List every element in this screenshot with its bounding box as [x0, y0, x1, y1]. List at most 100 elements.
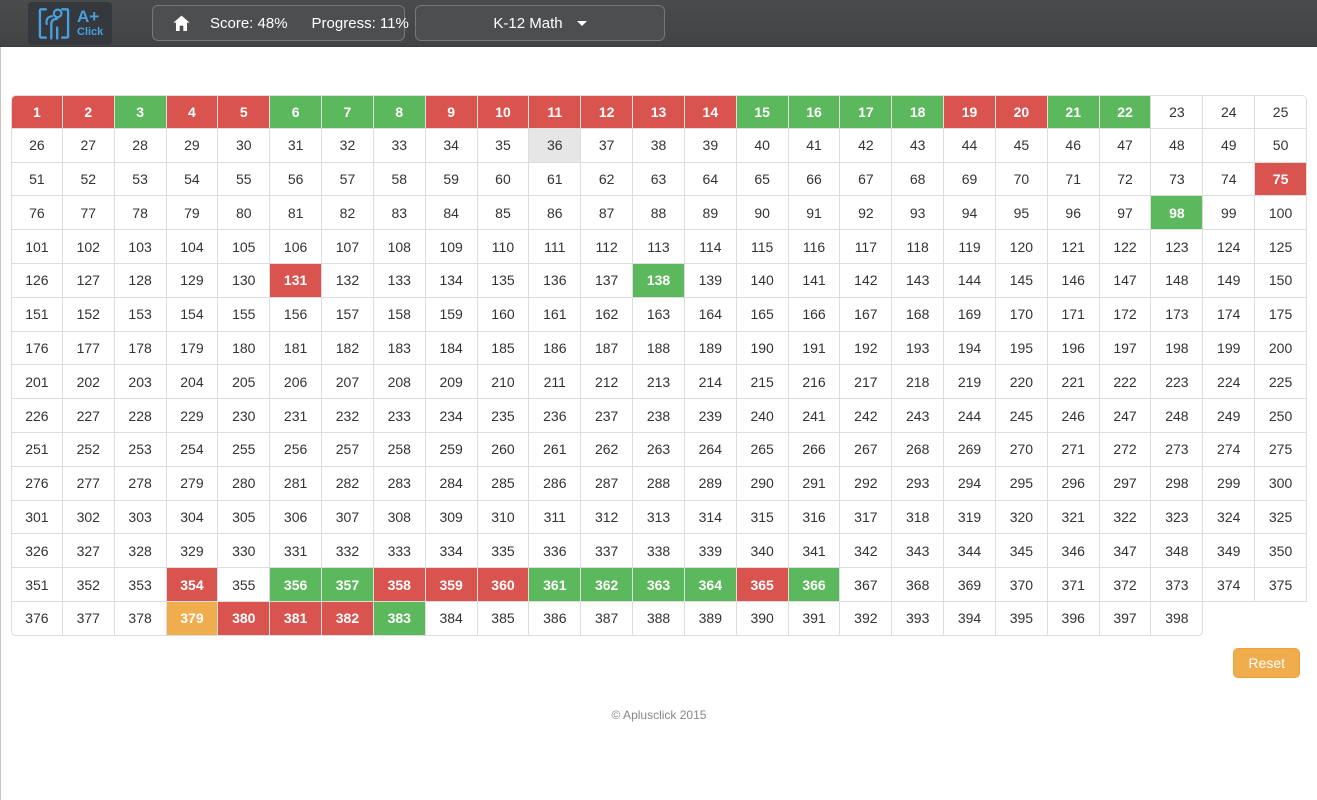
grid-cell-252[interactable]: 252	[62, 432, 115, 467]
grid-cell-290[interactable]: 290	[736, 466, 789, 501]
grid-cell-107[interactable]: 107	[322, 230, 374, 264]
grid-cell-161[interactable]: 161	[529, 297, 582, 332]
grid-cell-141[interactable]: 141	[788, 263, 841, 298]
grid-cell-21[interactable]: 21	[1047, 95, 1100, 129]
grid-cell-36[interactable]: 36	[529, 128, 582, 163]
grid-cell-116[interactable]: 116	[788, 230, 841, 264]
grid-cell-171[interactable]: 171	[1047, 297, 1100, 332]
grid-cell-251[interactable]: 251	[11, 432, 63, 467]
grid-cell-40[interactable]: 40	[736, 128, 789, 163]
grid-cell-134[interactable]: 134	[425, 263, 478, 298]
grid-cell-129[interactable]: 129	[166, 263, 219, 298]
grid-cell-298[interactable]: 298	[1151, 466, 1204, 501]
grid-cell-215[interactable]: 215	[736, 365, 789, 400]
grid-cell-380[interactable]: 380	[218, 601, 271, 636]
grid-cell-195[interactable]: 195	[995, 331, 1048, 366]
grid-cell-162[interactable]: 162	[581, 297, 634, 332]
grid-cell-277[interactable]: 277	[62, 466, 115, 501]
grid-cell-364[interactable]: 364	[684, 568, 737, 602]
grid-cell-286[interactable]: 286	[529, 466, 582, 501]
grid-cell-257[interactable]: 257	[322, 432, 374, 467]
grid-cell-303[interactable]: 303	[114, 500, 167, 535]
grid-cell-55[interactable]: 55	[218, 162, 271, 197]
grid-cell-333[interactable]: 333	[373, 534, 426, 569]
grid-cell-247[interactable]: 247	[1099, 399, 1152, 433]
grid-cell-132[interactable]: 132	[322, 263, 374, 298]
grid-cell-235[interactable]: 235	[477, 399, 530, 433]
grid-cell-324[interactable]: 324	[1203, 500, 1256, 535]
grid-cell-390[interactable]: 390	[736, 601, 789, 636]
grid-cell-378[interactable]: 378	[114, 601, 167, 636]
grid-cell-20[interactable]: 20	[995, 95, 1048, 129]
grid-cell-307[interactable]: 307	[322, 500, 374, 535]
grid-cell-120[interactable]: 120	[995, 230, 1048, 264]
grid-cell-383[interactable]: 383	[373, 601, 426, 636]
grid-cell-118[interactable]: 118	[892, 230, 945, 264]
score-progress-pill[interactable]: Score: 48% Progress: 11%	[152, 5, 409, 41]
grid-cell-212[interactable]: 212	[581, 365, 634, 400]
grid-cell-320[interactable]: 320	[995, 500, 1048, 535]
grid-cell-361[interactable]: 361	[529, 568, 582, 602]
grid-cell-283[interactable]: 283	[373, 466, 426, 501]
grid-cell-71[interactable]: 71	[1047, 162, 1100, 197]
grid-cell-397[interactable]: 397	[1099, 601, 1152, 636]
grid-cell-379[interactable]: 379	[166, 601, 219, 636]
grid-cell-8[interactable]: 8	[373, 95, 426, 129]
grid-cell-7[interactable]: 7	[322, 95, 374, 129]
grid-cell-271[interactable]: 271	[1047, 432, 1100, 467]
grid-cell-144[interactable]: 144	[944, 263, 996, 298]
grid-cell-334[interactable]: 334	[425, 534, 478, 569]
grid-cell-45[interactable]: 45	[995, 128, 1048, 163]
grid-cell-254[interactable]: 254	[166, 432, 219, 467]
grid-cell-105[interactable]: 105	[218, 230, 271, 264]
grid-cell-23[interactable]: 23	[1151, 95, 1204, 129]
grid-cell-155[interactable]: 155	[218, 297, 271, 332]
grid-cell-174[interactable]: 174	[1203, 297, 1256, 332]
grid-cell-159[interactable]: 159	[425, 297, 478, 332]
grid-cell-147[interactable]: 147	[1099, 263, 1152, 298]
grid-cell-115[interactable]: 115	[736, 230, 789, 264]
grid-cell-311[interactable]: 311	[529, 500, 582, 535]
grid-cell-80[interactable]: 80	[218, 196, 271, 231]
grid-cell-11[interactable]: 11	[529, 95, 582, 129]
grid-cell-122[interactable]: 122	[1099, 230, 1152, 264]
grid-cell-125[interactable]: 125	[1255, 230, 1307, 264]
grid-cell-150[interactable]: 150	[1255, 263, 1307, 298]
grid-cell-38[interactable]: 38	[633, 128, 685, 163]
grid-cell-208[interactable]: 208	[373, 365, 426, 400]
grid-cell-109[interactable]: 109	[425, 230, 478, 264]
grid-cell-12[interactable]: 12	[581, 95, 634, 129]
grid-cell-100[interactable]: 100	[1255, 196, 1307, 231]
grid-cell-381[interactable]: 381	[270, 601, 323, 636]
grid-cell-389[interactable]: 389	[684, 601, 737, 636]
grid-cell-37[interactable]: 37	[581, 128, 634, 163]
grid-cell-231[interactable]: 231	[270, 399, 323, 433]
grid-cell-267[interactable]: 267	[840, 432, 893, 467]
grid-cell-28[interactable]: 28	[114, 128, 167, 163]
grid-cell-44[interactable]: 44	[944, 128, 996, 163]
grid-cell-263[interactable]: 263	[633, 432, 685, 467]
grid-cell-9[interactable]: 9	[425, 95, 478, 129]
grid-cell-89[interactable]: 89	[684, 196, 737, 231]
grid-cell-99[interactable]: 99	[1203, 196, 1256, 231]
grid-cell-96[interactable]: 96	[1047, 196, 1100, 231]
grid-cell-167[interactable]: 167	[840, 297, 893, 332]
grid-cell-202[interactable]: 202	[62, 365, 115, 400]
grid-cell-94[interactable]: 94	[944, 196, 996, 231]
grid-cell-362[interactable]: 362	[581, 568, 634, 602]
grid-cell-233[interactable]: 233	[373, 399, 426, 433]
grid-cell-101[interactable]: 101	[11, 230, 63, 264]
grid-cell-239[interactable]: 239	[684, 399, 737, 433]
grid-cell-287[interactable]: 287	[581, 466, 634, 501]
grid-cell-27[interactable]: 27	[62, 128, 115, 163]
grid-cell-168[interactable]: 168	[892, 297, 945, 332]
grid-cell-308[interactable]: 308	[373, 500, 426, 535]
grid-cell-223[interactable]: 223	[1151, 365, 1204, 400]
grid-cell-392[interactable]: 392	[840, 601, 893, 636]
grid-cell-30[interactable]: 30	[218, 128, 271, 163]
grid-cell-16[interactable]: 16	[788, 95, 841, 129]
grid-cell-301[interactable]: 301	[11, 500, 63, 535]
grid-cell-51[interactable]: 51	[11, 162, 63, 197]
grid-cell-205[interactable]: 205	[218, 365, 271, 400]
grid-cell-33[interactable]: 33	[373, 128, 426, 163]
